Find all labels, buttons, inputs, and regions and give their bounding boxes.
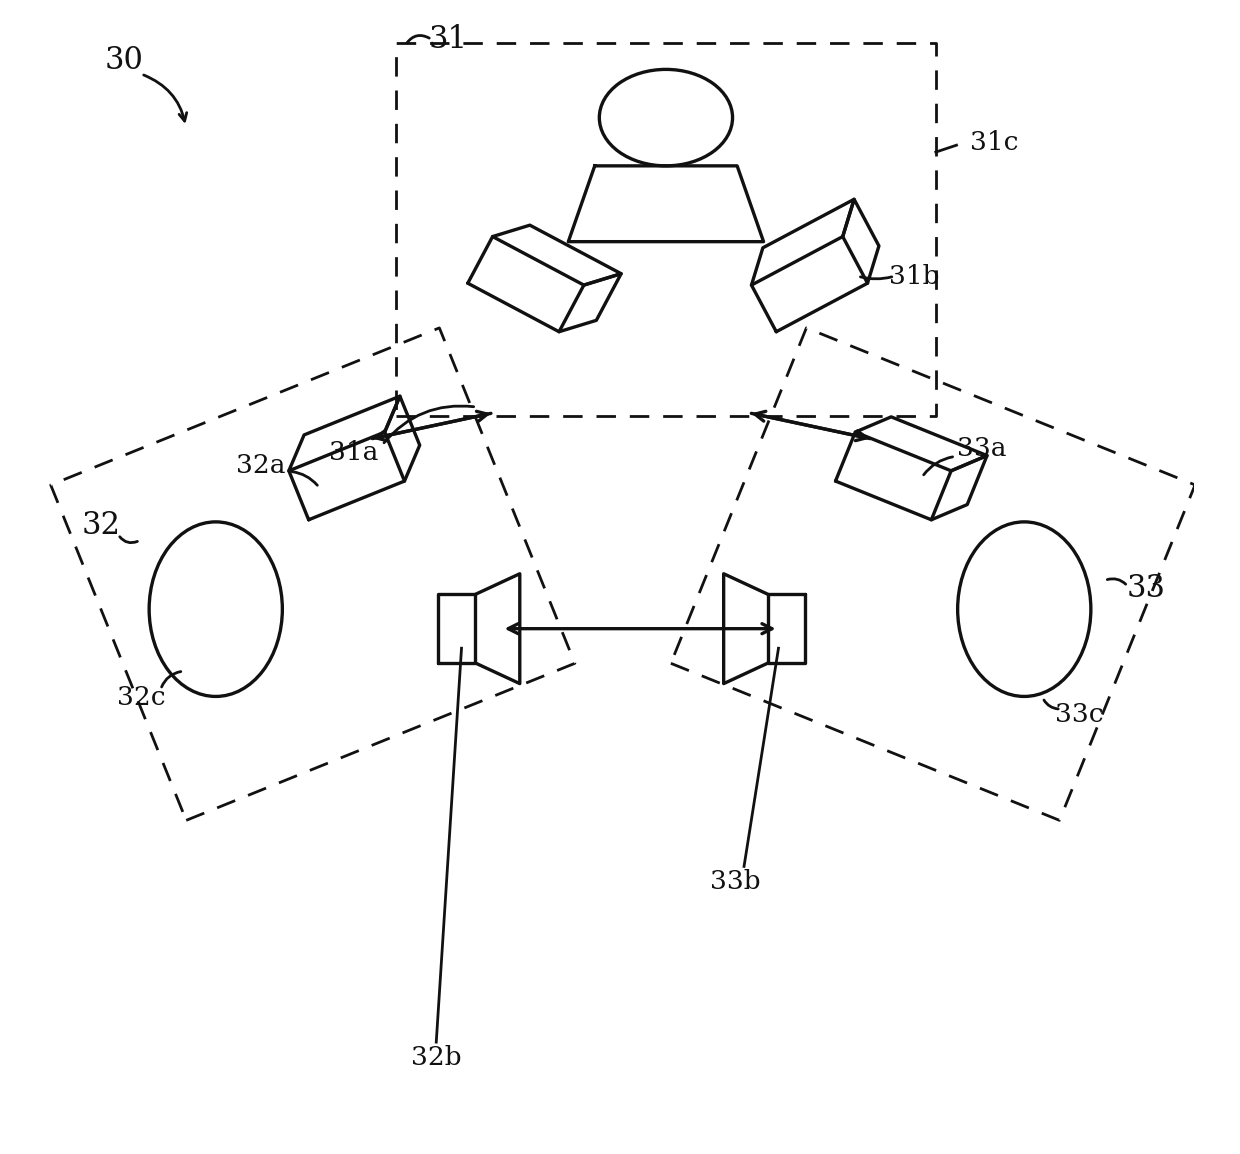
Text: 30: 30 [104,45,144,76]
Text: 31a: 31a [329,441,378,465]
Text: 32b: 32b [410,1044,461,1070]
Text: 33b: 33b [709,869,760,894]
Text: 31b: 31b [889,263,939,288]
Text: 33: 33 [1126,574,1166,604]
Text: 32c: 32c [117,685,165,710]
Text: 32: 32 [82,510,120,541]
Text: 33a: 33a [957,436,1007,460]
Text: 33c: 33c [1055,703,1104,727]
Text: 31c: 31c [970,130,1018,156]
Text: 32a: 32a [236,454,285,478]
Text: 31: 31 [428,24,467,55]
